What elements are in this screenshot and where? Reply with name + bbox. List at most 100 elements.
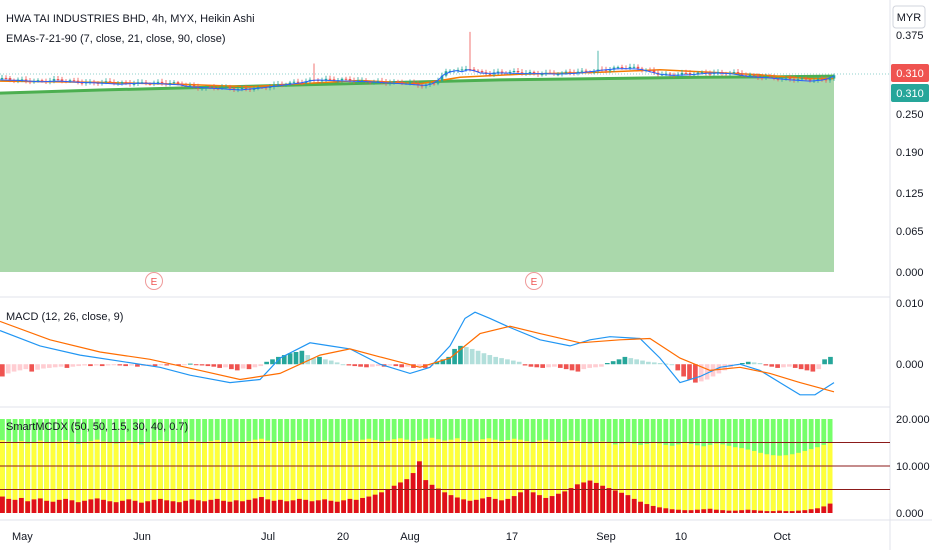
price-pane[interactable] [0,31,890,272]
candle-body [272,84,276,87]
smartmcdx-yellow-bar [82,442,87,513]
smartmcdx-red-bar [0,496,5,513]
smartmcdx-red-bar [650,505,656,513]
macd-histogram-bar [252,364,258,368]
candle-body [792,79,796,81]
macd-histogram-bar [58,364,64,367]
ema90-line [0,74,835,95]
smartmcdx-yellow-bar [183,442,189,513]
signal-line [0,320,835,393]
macd-histogram-bar [469,348,475,365]
macd-histogram-bar [217,364,222,368]
macd-histogram-bar [610,361,616,365]
smartmcdx-red-bar [240,501,245,513]
smartmcdx-red-bar [442,492,448,513]
smartmcdx-yellow-bar [581,442,587,513]
smartmcdx-red-bar [423,480,429,513]
smartmcdx-legend[interactable]: SmartMCDX (50, 50, 1.5, 30, 40, 0.7) [6,421,188,433]
smartmcdx-red-bar [720,510,726,513]
smartmcdx-red-bar [88,499,94,513]
smartmcdx-yellow-bar [796,452,801,513]
smartmcdx-yellow-bar [821,444,827,513]
smartmcdx-red-bar [214,498,220,513]
last-price-badge [891,64,929,82]
smartmcdx-yellow-bar [574,441,580,513]
macd-histogram-bar [587,364,592,368]
macd-histogram-bar [546,364,551,368]
smartmcdx-yellow-bar [751,450,757,513]
macd-histogram-bar [105,364,111,366]
smartmcdx-pane[interactable] [0,419,890,513]
symbol-legend[interactable]: HWA TAI INDUSTRIES BHD, 4h, MYX, Heikin … [6,13,255,25]
smartmcdx-red-bar [25,501,31,513]
price-axis[interactable]: MYR 0.375 0.250 0.190 0.125 0.065 0.000 0.010… [891,5,930,520]
smartmcdx-yellow-bar [126,440,132,513]
macd-histogram-bar [176,364,181,366]
smartmcdx-yellow-bar [707,444,713,513]
smartmcdx-red-bar [511,496,517,513]
smartmcdx-red-bar [568,488,574,513]
smartmcdx-yellow-bar [492,439,498,513]
time-tick-label: Jun [133,531,151,543]
macd-histogram-bar [405,364,410,367]
macd-histogram-bar [52,364,58,368]
smartmcdx-yellow-bar [6,441,12,513]
candle-body [356,80,360,82]
candle-body [392,81,396,83]
smartmcdx-yellow-bar [120,442,125,513]
earnings-marker-label: E [151,277,158,288]
smartmcdx-red-bar [341,500,346,513]
smartmcdx-yellow-bar [208,441,214,513]
smartmcdx-yellow-bar [568,440,574,513]
macd-histogram-bar [458,345,463,365]
smartmcdx-yellow-bar [290,441,296,513]
candle-body [652,70,656,73]
candle-body [296,81,300,83]
smartmcdx-yellow-bar [0,440,5,513]
smartmcdx-red-bar [139,502,144,513]
macd-histogram-bar [693,364,698,383]
macd-histogram-bar [822,359,827,365]
macd-histogram-bar [499,358,504,365]
candle-body [344,78,348,80]
candle-body [108,81,112,83]
candle-body [368,81,372,83]
smartmcdx-yellow-bar [732,447,738,513]
candle-body [224,86,228,88]
time-axis[interactable]: May Jun Jul 20 Aug 17 Sep 10 Oct [12,531,791,543]
smartmcdx-yellow-bar [499,441,504,513]
smartmcdx-red-bar [777,510,782,513]
macd-histogram-bar [364,364,369,368]
macd-histogram-bar [657,363,663,365]
candle-body [112,82,116,84]
price-tick-label: 0.125 [896,188,924,200]
smartmcdx-tick-labels: 20.000 10.000 0.000 [896,414,930,520]
macd-histogram-bar [792,364,798,368]
currency-button[interactable] [892,5,926,29]
macd-histogram-bar [158,364,164,366]
smartmcdx-red-bar [347,498,353,513]
macd-histogram-bar [70,364,76,367]
macd-pane[interactable] [0,311,835,396]
candle-body [20,79,24,81]
ema-legend[interactable]: EMAs-7-21-90 (7, close, 21, close, 90, c… [6,33,225,45]
candle-body [168,82,172,84]
smartmcdx-red-bar [518,492,523,513]
smartmcdx-yellow-bar [688,443,694,513]
smartmcdx-yellow-bar [189,440,195,513]
macd-histogram-bar [675,364,681,371]
smartmcdx-yellow-bar [783,455,789,513]
smartmcdx-tick-label: 20.000 [896,414,930,426]
smartmcdx-yellow-bar [505,440,511,513]
candle-body [36,80,40,82]
macd-histogram-bar [305,355,311,365]
smartmcdx-yellow-bar [827,442,833,513]
macd-legend[interactable]: MACD (12, 26, close, 9) [6,311,123,323]
smartmcdx-yellow-bar [808,449,814,513]
smartmcdx-yellow-bar [815,447,820,513]
time-tick-label: Sep [596,531,616,543]
candle-body [516,70,520,73]
candle-body [156,81,160,83]
